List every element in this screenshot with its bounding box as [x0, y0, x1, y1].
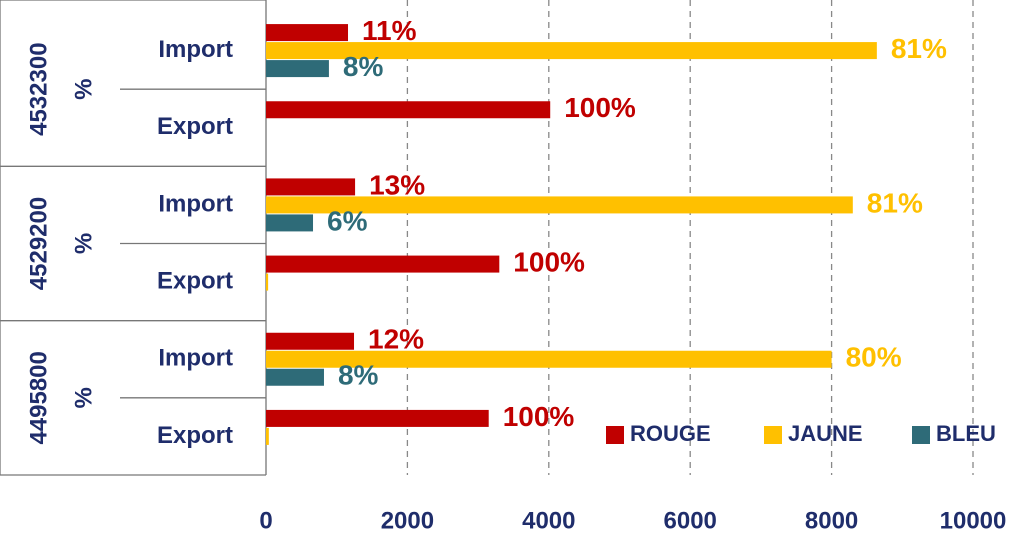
bar [266, 178, 356, 196]
legend-swatch [912, 426, 930, 444]
x-tick-label: 2000 [381, 507, 434, 534]
bar [266, 332, 355, 350]
bar [266, 196, 853, 214]
y-tick-label: Import [158, 190, 233, 217]
legend-swatch [764, 426, 782, 444]
x-tick-label: 6000 [664, 507, 717, 534]
y-tick-label: Export [157, 267, 233, 294]
bar [266, 101, 551, 119]
data-label: 8% [343, 51, 384, 82]
bar [266, 350, 832, 368]
y-tick-label: Export [157, 422, 233, 449]
bar [266, 60, 329, 78]
bar [266, 409, 489, 427]
data-label: 12% [368, 324, 424, 355]
group-label: 4529200 [25, 197, 52, 290]
data-label: 13% [369, 169, 425, 200]
x-tick-label: 10000 [940, 507, 1007, 534]
data-label: 81% [867, 187, 923, 218]
group-label: 4495800 [25, 351, 52, 444]
data-label: 8% [338, 360, 379, 391]
bar [266, 427, 269, 445]
y-tick-label: Export [157, 113, 233, 140]
data-label: 100% [503, 401, 575, 432]
bar [266, 255, 500, 273]
bar [266, 273, 269, 291]
legend-label: BLEU [936, 421, 996, 446]
bar [266, 42, 877, 60]
x-tick-label: 0 [259, 507, 272, 534]
group-label: % [70, 233, 97, 254]
bar [266, 368, 324, 386]
legend-swatch [606, 426, 624, 444]
group-label: % [70, 78, 97, 99]
data-label: 100% [513, 246, 585, 277]
y-tick-label: Import [158, 345, 233, 372]
data-label: 11% [362, 15, 417, 46]
data-label: 81% [891, 33, 947, 64]
legend-label: JAUNE [788, 421, 863, 446]
x-tick-label: 8000 [805, 507, 858, 534]
data-label: 100% [564, 92, 636, 123]
x-tick-label: 4000 [522, 507, 575, 534]
y-tick-label: Import [158, 36, 233, 63]
data-label: 80% [846, 342, 902, 373]
legend-label: ROUGE [630, 421, 711, 446]
bar [266, 24, 349, 42]
bar [266, 214, 314, 232]
group-label: % [70, 387, 97, 408]
data-label: 6% [327, 205, 368, 236]
group-label: 4532300 [25, 42, 52, 135]
